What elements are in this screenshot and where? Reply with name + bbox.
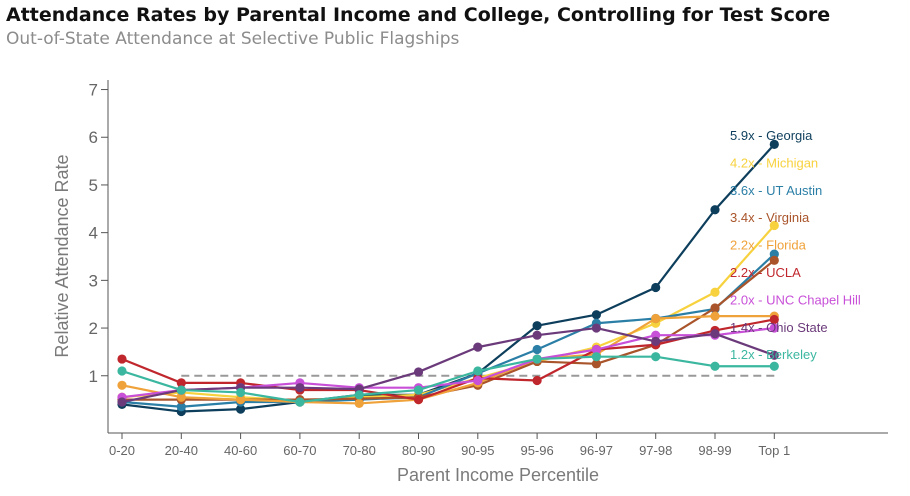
y-axis-label: Relative Attendance Rate — [52, 154, 72, 357]
series-line-florida — [121, 315, 775, 405]
series-labels: 5.9x - Georgia 4.2x - Michigan 3.6x - UT A… — [730, 128, 861, 362]
data-point-georgia — [236, 404, 246, 414]
data-point-florida — [710, 311, 720, 321]
data-point-virginia — [710, 303, 720, 313]
y-tick-label: 5 — [89, 176, 98, 195]
data-point-unc-chapel-hill — [591, 344, 602, 355]
x-tick-label: 95-96 — [520, 443, 553, 458]
data-point-georgia — [591, 310, 602, 320]
data-point-berkeley — [176, 385, 186, 395]
data-point-florida — [176, 392, 186, 402]
data-point-ohio-state — [532, 330, 542, 340]
x-tick-label: 40-60 — [224, 443, 257, 458]
x-tick-label: 97-98 — [639, 443, 672, 458]
series-line-ucla — [121, 318, 775, 401]
data-point-ohio-state — [769, 350, 779, 360]
x-tick-label: 20-40 — [165, 443, 198, 458]
data-point-georgia — [710, 205, 720, 215]
data-point-ohio-state — [117, 397, 127, 407]
data-point-berkeley — [236, 387, 246, 398]
data-point-berkeley — [591, 352, 602, 362]
data-point-berkeley — [651, 352, 661, 362]
x-tick-label: 70-80 — [343, 443, 376, 458]
series-label-berkeley: 1.2x - Berkeley — [730, 347, 817, 362]
data-point-florida — [354, 398, 364, 409]
data-point-ohio-state — [295, 383, 305, 393]
data-point-ohio-state — [651, 336, 661, 347]
data-point-berkeley — [473, 366, 483, 376]
y-tick-label: 4 — [89, 224, 98, 243]
series-label-virginia: 3.4x - Virginia — [730, 210, 810, 225]
series-label-unc-chapel-hill: 2.0x - UNC Chapel Hill — [730, 292, 861, 307]
data-point-berkeley — [710, 361, 720, 371]
x-tick-label: Top 1 — [758, 443, 790, 458]
x-tick-label: 60-70 — [283, 443, 316, 458]
data-point-ucla — [117, 354, 127, 364]
data-point-ucla — [413, 395, 424, 405]
data-point-berkeley — [295, 397, 305, 407]
x-tick-label: 90-95 — [461, 443, 494, 458]
x-tick-label: 98-99 — [698, 443, 731, 458]
y-tick-label: 1 — [89, 367, 98, 386]
data-point-ut-austin — [532, 344, 542, 355]
data-point-georgia — [769, 139, 779, 149]
series-label-ucla: 2.2x - UCLA — [730, 265, 801, 280]
x-tick-label: 96-97 — [580, 443, 613, 458]
data-point-georgia — [532, 321, 542, 331]
series-line-virginia — [122, 259, 775, 401]
series-georgia — [117, 139, 779, 417]
data-point-michigan — [769, 220, 779, 231]
data-point-ohio-state — [473, 342, 483, 352]
y-tick-label: 2 — [89, 319, 98, 338]
series-label-florida: 2.2x - Florida — [730, 238, 807, 253]
data-point-ohio-state — [591, 323, 602, 333]
y-tick-label: 3 — [89, 271, 98, 290]
series-line-ut-austin — [121, 253, 776, 408]
data-point-michigan — [710, 287, 720, 297]
series-label-michigan: 4.2x - Michigan — [730, 155, 818, 170]
data-point-unc-chapel-hill — [473, 375, 483, 386]
data-point-berkeley — [117, 366, 127, 376]
data-point-virginia — [769, 255, 779, 265]
y-tick-label: 6 — [89, 128, 98, 147]
chart-subtitle: Out-of-State Attendance at Selective Pub… — [6, 29, 460, 49]
data-point-virginia — [591, 359, 602, 369]
data-point-florida — [236, 395, 246, 405]
x-tick-label: 0-20 — [109, 443, 135, 458]
series-unc-chapel-hill — [117, 323, 779, 402]
series-label-georgia: 5.9x - Georgia — [730, 128, 813, 143]
series-line-michigan — [121, 224, 776, 402]
data-point-berkeley — [532, 354, 542, 364]
series-layer — [117, 139, 779, 417]
series-label-ut-austin: 3.6x - UT Austin — [730, 183, 822, 198]
data-point-ut-austin — [176, 402, 186, 412]
series-berkeley — [117, 352, 779, 407]
x-axis-label: Parent Income Percentile — [397, 465, 599, 485]
data-point-ohio-state — [413, 367, 424, 377]
x-tick-label: 80-90 — [402, 443, 435, 458]
series-michigan — [117, 220, 779, 406]
data-point-florida — [651, 313, 661, 324]
chart-title: Attendance Rates by Parental Income and … — [6, 4, 831, 26]
data-point-ucla — [769, 314, 779, 325]
series-label-ohio-state: 1.4x - Ohio State — [730, 320, 828, 335]
data-point-georgia — [651, 282, 661, 293]
y-tick-label: 7 — [89, 81, 98, 100]
data-point-berkeley — [354, 390, 364, 400]
data-point-berkeley — [769, 361, 779, 371]
data-point-unc-chapel-hill — [769, 323, 779, 333]
data-point-florida — [117, 380, 127, 390]
data-point-berkeley — [413, 385, 424, 395]
series-line-ohio-state — [121, 326, 775, 404]
series-line-berkeley — [121, 355, 775, 404]
data-point-ucla — [176, 378, 186, 388]
data-point-ohio-state — [710, 329, 720, 339]
axes: 1 2 3 4 5 6 7 0-20 20-40 40-60 60-70 70-80 80-90 90-9… — [89, 80, 888, 458]
data-point-ucla — [532, 375, 542, 386]
series-line-georgia — [121, 143, 776, 413]
